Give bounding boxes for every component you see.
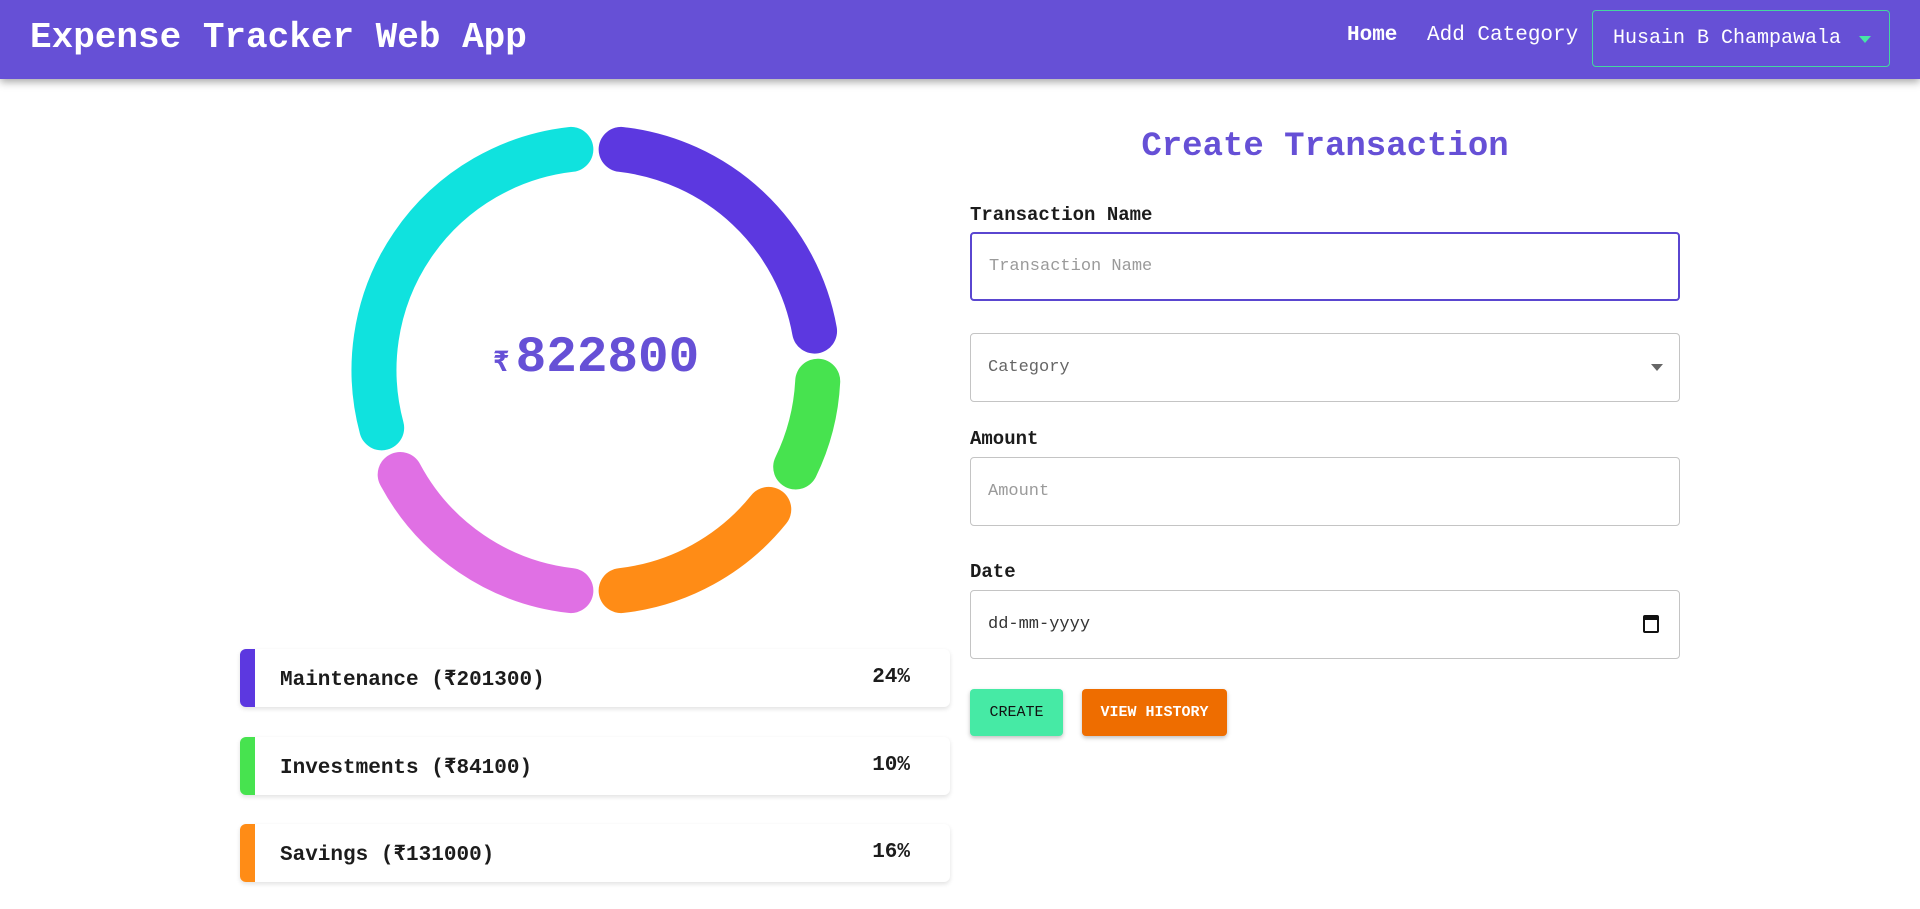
legend-item-maintenance: Maintenance (₹201300) 24% [240,649,950,707]
user-menu-dropdown[interactable]: Husain B Champawala [1592,10,1890,67]
placeholder: Amount [988,482,1050,501]
date-label: Date [970,561,1016,583]
legend-item-savings: Savings (₹131000) 16% [240,824,950,882]
legend-color-bar [240,824,255,882]
donut-segment-3 [377,452,594,614]
amount-input[interactable]: Amount [970,457,1680,526]
donut-segment-savings [598,486,792,614]
transaction-name-input[interactable]: Transaction Name [970,232,1680,301]
app-header: Expense Tracker Web App Home Add Categor… [0,0,1920,79]
total-value: 822800 [515,330,700,387]
legend-percent: 10% [872,754,910,777]
transaction-name-label: Transaction Name [970,204,1153,226]
donut-segment-4 [351,126,594,451]
app-title: Expense Tracker Web App [30,17,527,58]
category-select[interactable]: Category [970,333,1680,402]
date-input[interactable]: dd-mm-yyyy [970,590,1680,659]
donut-segment-maintenance [598,126,838,354]
legend-item-investments: Investments (₹84100) 10% [240,737,950,795]
legend-label: Investments (₹84100) [280,757,533,780]
user-name: Husain B Champawala [1613,27,1842,50]
nav-home[interactable]: Home [1347,24,1398,47]
placeholder: Transaction Name [989,257,1153,276]
chevron-down-icon [1859,36,1871,43]
legend-label: Savings (₹131000) [280,844,495,867]
date-placeholder: dd-mm-yyyy [988,615,1091,634]
expense-donut-chart [351,126,841,614]
legend-percent: 24% [872,666,910,689]
legend-color-bar [240,649,255,707]
total-amount: ₹822800 [330,330,862,387]
form-title: Create Transaction [1141,128,1509,166]
legend-label: Maintenance (₹201300) [280,669,545,692]
view-history-button[interactable]: VIEW HISTORY [1082,689,1227,736]
donut-segment-investments [773,358,841,490]
placeholder: Category [988,358,1070,377]
chevron-down-icon [1651,364,1663,371]
legend-percent: 16% [872,841,910,864]
rupee-symbol: ₹ [492,349,510,380]
amount-label: Amount [970,428,1039,450]
create-button[interactable]: CREATE [970,689,1063,736]
legend-color-bar [240,737,255,795]
nav-add-category[interactable]: Add Category [1427,24,1579,47]
calendar-icon[interactable] [1643,615,1659,633]
